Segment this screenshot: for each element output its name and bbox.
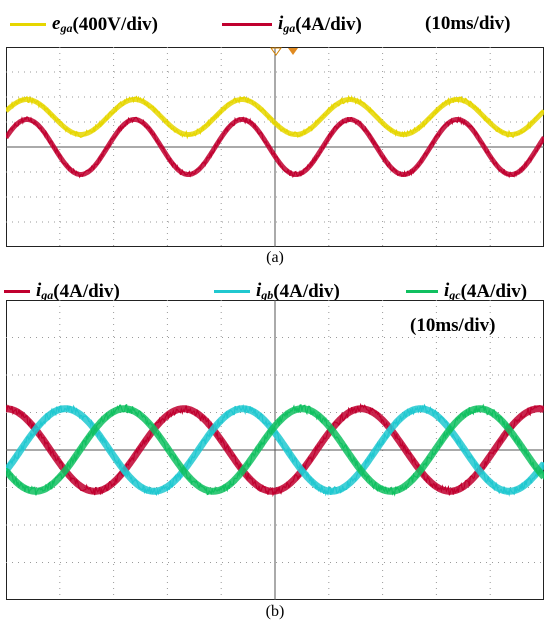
caption-b: (b) xyxy=(265,603,285,620)
timebase-b: (10ms/div) xyxy=(410,315,496,336)
legend-item-iga-b: iga (4A/div) xyxy=(4,281,120,301)
legend-item-igb: igb (4A/div) xyxy=(214,281,340,301)
timebase-a: (10ms/div) xyxy=(425,13,511,34)
legend-symbol-igb: igb xyxy=(256,280,274,302)
legend-a: ega (400V/div) iga (4A/div) (10ms/div) xyxy=(10,14,540,36)
legend-scale-igb: (4A/div) xyxy=(273,280,340,302)
legend-scale-ega: (400V/div) xyxy=(72,13,158,35)
scope-screen-b xyxy=(6,300,544,600)
trace-0 xyxy=(6,94,544,140)
legend-symbol-iga-a: iga xyxy=(278,13,296,35)
legend-scale-igc: (4A/div) xyxy=(460,280,528,302)
legend-symbol-igc: igc xyxy=(444,280,461,302)
legend-scale-iga-a: (4A/div) xyxy=(295,13,362,35)
legend-item-ega: ega (400V/div) xyxy=(10,14,158,34)
legend-item-igc: igc (4A/div) xyxy=(406,281,527,301)
legend-scale-iga-b: (4A/div) xyxy=(53,280,120,302)
trace-1 xyxy=(6,115,544,179)
legend-swatch-iga-a xyxy=(222,22,272,26)
scope-screen-a xyxy=(6,47,544,247)
legend-swatch-ega xyxy=(10,22,46,26)
trace-noise xyxy=(6,115,544,179)
trace-noise xyxy=(6,403,544,497)
trigger-marker-icon xyxy=(270,47,282,56)
legend-swatch-igb xyxy=(214,289,250,293)
trace-2 xyxy=(6,403,544,497)
legend-symbol-ega: ega xyxy=(52,13,73,35)
trigger-position-icon xyxy=(288,48,298,55)
caption-a: (a) xyxy=(266,249,284,266)
legend-item-iga-a: iga (4A/div) xyxy=(222,14,362,34)
legend-b: iga (4A/div) igb (4A/div) igc (4A/div) xyxy=(4,281,544,303)
legend-swatch-igc xyxy=(406,289,438,293)
legend-swatch-iga-b xyxy=(4,289,30,293)
trace-0 xyxy=(6,402,544,498)
trace-noise xyxy=(6,94,544,140)
trace-noise xyxy=(6,402,544,498)
legend-symbol-iga-b: iga xyxy=(36,280,54,302)
